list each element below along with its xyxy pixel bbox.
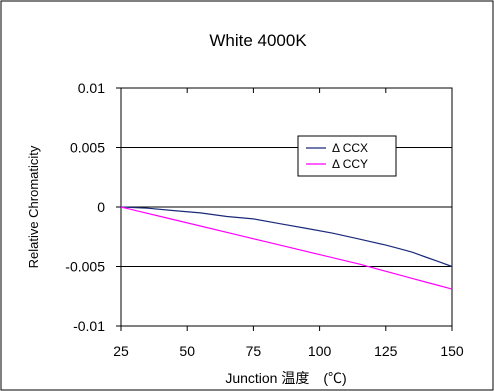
legend-box — [297, 135, 397, 177]
chart-title: White 4000K — [209, 31, 307, 50]
y-tick-label: -0.005 — [65, 259, 105, 275]
x-tick-label: 50 — [179, 343, 195, 359]
x-tick-label: 150 — [440, 343, 464, 359]
x-tick-label: 125 — [374, 343, 398, 359]
y-axis-label: Relative Chromaticity — [26, 145, 41, 268]
x-axis: 25 50 75 100 125 150 — [113, 88, 464, 359]
y-tick-label: 0.01 — [78, 80, 105, 96]
x-tick-label: 100 — [308, 343, 332, 359]
legend-label-ccx: Δ CCX — [332, 141, 368, 155]
series-line-ccx — [120, 206, 453, 268]
series-layer — [120, 206, 453, 290]
legend-label-ccy: Δ CCY — [332, 157, 368, 171]
x-tick-label: 25 — [113, 343, 129, 359]
legend: Δ CCX Δ CCY — [297, 135, 397, 177]
x-tick-label: 75 — [246, 343, 262, 359]
y-tick-label: 0 — [97, 199, 105, 215]
x-axis-label: Junction 温度 (℃) — [225, 370, 346, 386]
y-tick-label: 0.005 — [70, 140, 105, 156]
y-axis: 0.01 0.005 0 -0.005 -0.01 — [65, 80, 121, 334]
y-tick-label: -0.01 — [73, 318, 105, 334]
series-line-ccy — [120, 206, 453, 290]
